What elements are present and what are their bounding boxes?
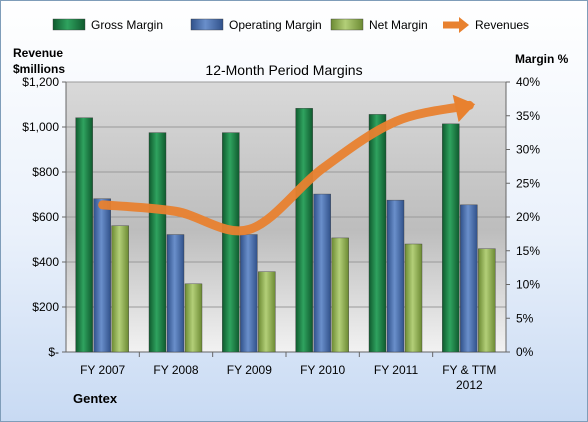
x-tick-label: 2012 bbox=[456, 378, 483, 392]
x-tick-label: FY 2009 bbox=[227, 363, 272, 377]
bar-gross-margin bbox=[222, 132, 240, 353]
legend-arrow bbox=[459, 17, 469, 33]
revenues-arrowhead bbox=[452, 94, 476, 123]
right-tick-label: 25% bbox=[516, 176, 540, 190]
right-tick-label: 10% bbox=[516, 278, 540, 292]
bar-gross-margin bbox=[295, 108, 313, 353]
chart-title: 12-Month Period Margins bbox=[205, 62, 362, 78]
company-label: Gentex bbox=[73, 391, 118, 406]
legend-label: Operating Margin bbox=[229, 18, 322, 32]
bar-operating-margin bbox=[93, 198, 111, 353]
bar-operating-margin bbox=[460, 204, 478, 353]
right-axis-label: Margin % bbox=[515, 52, 569, 66]
x-tick-label: FY 2010 bbox=[300, 363, 345, 377]
bar-net-margin bbox=[478, 248, 496, 353]
right-tick-label: 20% bbox=[516, 210, 540, 224]
x-tick-label: FY 2011 bbox=[374, 363, 419, 377]
right-tick-label: 5% bbox=[516, 311, 534, 325]
bar-gross-margin bbox=[75, 117, 93, 353]
left-tick-label: $200 bbox=[32, 300, 59, 314]
bar-net-margin bbox=[404, 243, 423, 353]
legend-swatch bbox=[330, 18, 364, 31]
left-tick-label: $1,000 bbox=[22, 120, 59, 134]
legend-label: Revenues bbox=[475, 18, 529, 32]
bar-gross-margin bbox=[368, 114, 387, 353]
revenues-line bbox=[98, 100, 474, 236]
right-tick-label: 40% bbox=[516, 75, 540, 89]
legend-label: Gross Margin bbox=[91, 18, 163, 32]
x-tick-label: FY 2008 bbox=[153, 363, 198, 377]
legend-swatch bbox=[190, 18, 224, 31]
bar-gross-margin bbox=[148, 132, 167, 353]
left-tick-label: $800 bbox=[32, 165, 59, 179]
bar-operating-margin bbox=[386, 199, 405, 353]
bar-net-margin bbox=[258, 271, 276, 353]
right-tick-label: 0% bbox=[516, 345, 534, 359]
x-tick-label: FY 2007 bbox=[80, 363, 125, 377]
bar-net-margin bbox=[184, 283, 203, 353]
left-tick-label: $400 bbox=[32, 255, 59, 269]
bar-net-margin bbox=[111, 225, 129, 353]
bar-net-margin bbox=[331, 237, 349, 353]
left-axis-label: Revenue bbox=[13, 46, 63, 60]
legend-swatch bbox=[52, 18, 86, 31]
bar-operating-margin bbox=[313, 193, 331, 353]
right-tick-label: 15% bbox=[516, 244, 540, 258]
bar-operating-margin bbox=[166, 234, 185, 353]
left-tick-label: $- bbox=[48, 345, 59, 359]
right-tick-label: 35% bbox=[516, 109, 540, 123]
legend-label: Net Margin bbox=[369, 18, 428, 32]
left-axis-label-unit: $millions bbox=[13, 62, 65, 76]
bar-operating-margin bbox=[240, 234, 258, 353]
bar-gross-margin bbox=[442, 123, 460, 353]
left-tick-label: $600 bbox=[32, 210, 59, 224]
left-tick-label: $1,200 bbox=[22, 75, 59, 89]
right-tick-label: 30% bbox=[516, 143, 540, 157]
x-tick-label: FY & TTM bbox=[442, 363, 496, 377]
